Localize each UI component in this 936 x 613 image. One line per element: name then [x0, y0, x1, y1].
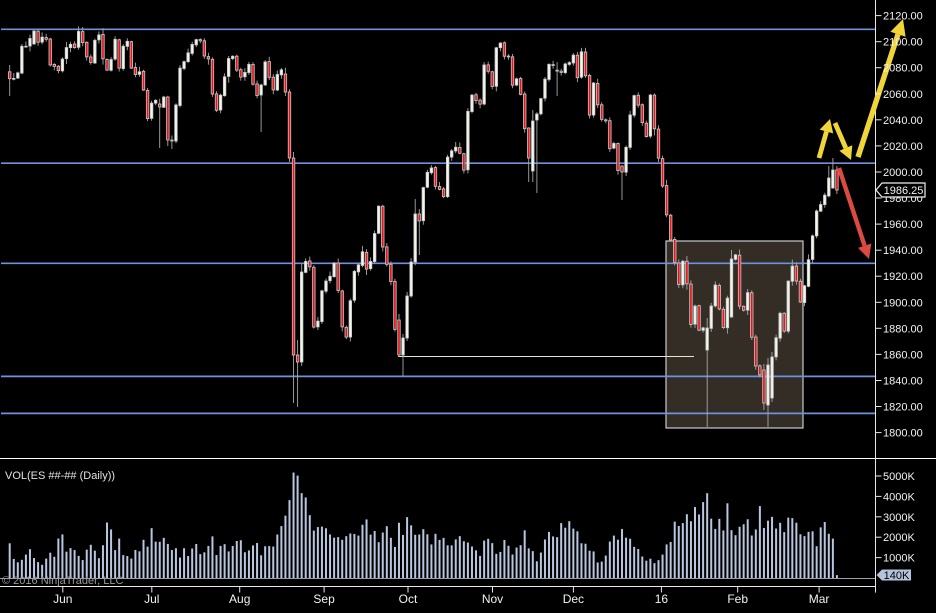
svg-text:5000K: 5000K: [883, 471, 915, 483]
svg-text:Jul: Jul: [144, 592, 159, 606]
svg-text:16: 16: [655, 592, 669, 606]
svg-text:1000K: 1000K: [883, 553, 915, 565]
svg-text:4000K: 4000K: [883, 491, 915, 503]
svg-text:Feb: Feb: [727, 592, 748, 606]
svg-text:1800.00: 1800.00: [883, 428, 923, 440]
svg-text:Dec: Dec: [563, 592, 584, 606]
svg-text:140K: 140K: [884, 570, 910, 582]
svg-text:VOL(ES ##-## (Daily)): VOL(ES ##-## (Daily)): [5, 470, 115, 482]
svg-text:1960.00: 1960.00: [883, 219, 923, 231]
svg-text:Jun: Jun: [53, 592, 72, 606]
svg-text:1820.00: 1820.00: [883, 402, 923, 414]
svg-text:Aug: Aug: [229, 592, 250, 606]
svg-text:Oct: Oct: [399, 592, 418, 606]
svg-text:2120.00: 2120.00: [883, 11, 923, 23]
svg-text:2100.00: 2100.00: [883, 37, 923, 49]
svg-text:2020.00: 2020.00: [883, 141, 923, 153]
svg-text:1920.00: 1920.00: [883, 271, 923, 283]
svg-text:Mar: Mar: [809, 592, 830, 606]
svg-text:Nov: Nov: [482, 592, 503, 606]
svg-text:2060.00: 2060.00: [883, 89, 923, 101]
svg-text:2000.00: 2000.00: [883, 167, 923, 179]
svg-text:1940.00: 1940.00: [883, 245, 923, 257]
svg-text:© 2016 NinjaTrader, LLC: © 2016 NinjaTrader, LLC: [2, 575, 123, 587]
svg-text:1880.00: 1880.00: [883, 323, 923, 335]
svg-text:1840.00: 1840.00: [883, 376, 923, 388]
svg-text:2000K: 2000K: [883, 532, 915, 544]
svg-text:1860.00: 1860.00: [883, 349, 923, 361]
svg-text:2080.00: 2080.00: [883, 63, 923, 75]
svg-text:1986.25: 1986.25: [884, 185, 924, 197]
svg-text:2040.00: 2040.00: [883, 115, 923, 127]
svg-text:Sep: Sep: [313, 592, 335, 606]
svg-text:3000K: 3000K: [883, 512, 915, 524]
svg-text:1900.00: 1900.00: [883, 297, 923, 309]
